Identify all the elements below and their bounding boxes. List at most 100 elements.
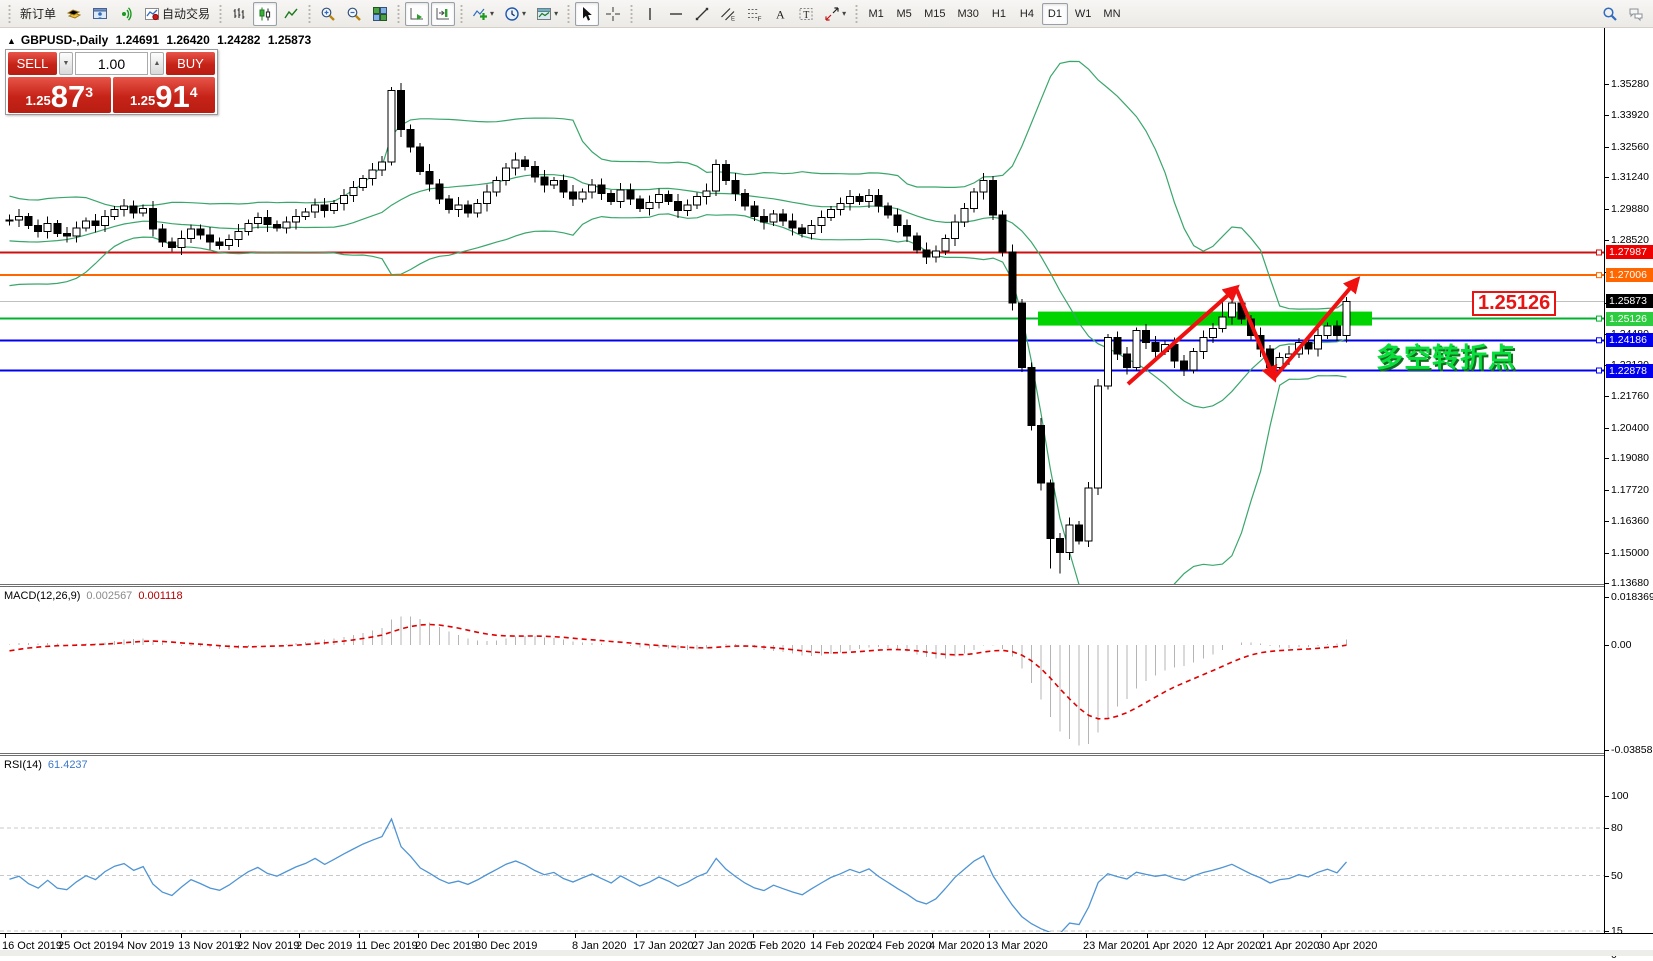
volume-decrease-button[interactable]: ▼ [59,52,73,75]
periods-button[interactable]: ▾ [500,2,530,26]
timeframe-m1[interactable]: M1 [868,7,884,20]
chart-shift-button[interactable] [431,1,456,26]
sell-price-button[interactable]: 1.25 87 3 [8,77,111,113]
volume-input[interactable] [75,52,148,75]
bars-chart-icon [231,6,247,22]
timeframe-m5[interactable]: M5 [896,7,912,20]
chart-shift-icon [435,6,451,22]
panel-divider[interactable] [0,586,1653,587]
macd-panel-plot[interactable] [0,587,1604,752]
date-tick-label: 13 Nov 2019 [178,940,241,952]
timeframe-w1[interactable]: W1 [1074,7,1092,20]
toolbar-grip[interactable] [566,4,572,23]
trendline-button[interactable] [690,2,714,26]
templates-icon [536,6,552,22]
timeframe-m30[interactable]: M30 [957,7,979,20]
toolbar-grip[interactable] [854,4,860,23]
price-scale[interactable]: 1.35280 1.33920 1.32560 1.31240 1.29880 1.285… [1605,28,1653,961]
date-tick-label: 30 Dec 2019 [475,940,538,952]
support-price-label[interactable]: 1.25126 [1472,291,1557,316]
indicators-icon [472,6,488,22]
auto-trading-icon [144,6,160,22]
cursor-button[interactable] [575,1,600,26]
text-label-icon: T [798,6,814,22]
arrows-button[interactable]: ▾ [820,2,850,26]
date-tick-label: 25 Oct 2019 [58,940,118,952]
date-tick [181,934,182,938]
date-tick [1263,934,1264,938]
tile-windows-button[interactable] [368,2,392,26]
new-order-button[interactable]: 新订单 [16,2,60,26]
timeframe-d1[interactable]: D1 [1041,2,1068,25]
date-tick [813,934,814,938]
search-button[interactable] [1598,2,1622,26]
date-tick [1321,934,1322,938]
timeframe-m15[interactable]: M15 [924,7,946,20]
toolbar-grip[interactable] [459,4,465,23]
date-tick-label: 14 Feb 2020 [810,940,872,952]
toolbar-grip[interactable] [396,4,402,23]
cursor-icon [579,6,595,22]
templates-button[interactable]: ▾ [532,2,562,26]
toolbar-grip[interactable] [307,4,313,23]
date-tick-label: 16 Oct 2019 [2,940,62,952]
chevron-down-icon: ▾ [522,8,527,18]
signals-button[interactable] [114,2,138,26]
toolbar-grip[interactable] [218,4,224,23]
auto-trading-button[interactable]: 自动交易 [140,2,214,26]
buy-price-button[interactable]: 1.25 91 4 [112,77,215,113]
vertical-line-button[interactable] [638,2,662,26]
fibonacci-button[interactable]: F [742,2,766,26]
buy-button[interactable]: BUY [166,52,215,75]
zoom-out-icon [346,6,362,22]
chat-button[interactable] [1624,2,1648,26]
date-tick-label: 17 Jan 2020 [633,940,694,952]
toolbar-grip[interactable] [7,4,12,23]
text-label-button[interactable]: T [794,2,818,26]
price-tick-label: 1.32560 [1611,140,1649,153]
rsi-tick-label: 50 [1611,869,1623,882]
date-tick [873,934,874,938]
chart-title: ▲ GBPUSD-,Daily 1.24691 1.26420 1.24282 1… [7,33,315,47]
date-tick-label: 5 Feb 2020 [750,940,806,952]
collapse-panel-icon[interactable]: ▲ [7,36,16,46]
timeframe-h4[interactable]: H4 [1019,7,1034,20]
date-tick [932,934,933,938]
date-tick [418,934,419,938]
line-chart-icon [283,6,299,22]
date-tick [753,934,754,938]
panel-divider[interactable] [0,755,1653,756]
zoom-out-button[interactable] [342,2,366,26]
main-chart-plot[interactable] [0,28,1604,584]
arrows-icon [824,6,840,22]
bar-chart-button[interactable] [227,2,251,26]
date-tick [61,934,62,938]
volume-increase-button[interactable]: ▲ [150,52,164,75]
text-button[interactable]: A [768,2,792,26]
candlestick-chart-button[interactable] [253,1,278,26]
equidistant-channel-button[interactable]: E [716,2,740,26]
market-watch-icon [92,6,108,22]
timeframe-h1[interactable]: H1 [991,7,1006,20]
charts-cascade-button[interactable] [62,2,86,26]
price-tick [1605,458,1609,460]
crosshair-button[interactable] [601,2,625,26]
market-watch-button[interactable] [88,2,112,26]
auto-scroll-button[interactable] [405,1,430,26]
panel-divider[interactable] [0,753,1653,754]
panel-divider[interactable] [0,584,1653,585]
ohlc-low: 1.24282 [217,33,261,47]
channel-icon: E [720,6,736,22]
zoom-in-button[interactable] [316,2,340,26]
rsi-panel-plot[interactable] [0,756,1604,932]
horizontal-line-button[interactable] [664,2,688,26]
price-tick-label: 1.35280 [1611,78,1649,90]
line-chart-button[interactable] [279,2,303,26]
fibonacci-icon: F [746,6,762,22]
price-tick [1605,396,1609,398]
sell-button[interactable]: SELL [8,52,57,75]
indicators-button[interactable]: ▾ [468,2,498,26]
toolbar-grip[interactable] [629,4,635,23]
timeframe-mn[interactable]: MN [1103,7,1121,20]
turning-point-annotation[interactable]: 多空转折点 [1376,343,1516,373]
